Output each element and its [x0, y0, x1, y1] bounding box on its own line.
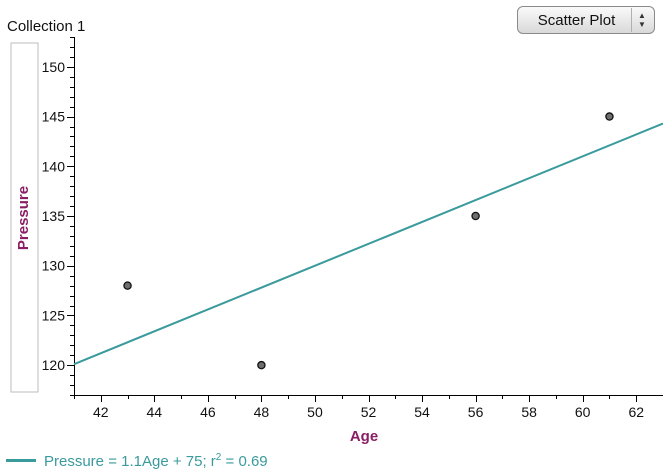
axis-ticks: [67, 37, 637, 402]
arrow-down-icon: ▼: [638, 20, 646, 29]
x-tick-label: 42: [93, 404, 109, 420]
y-tick-label: 135: [42, 208, 66, 224]
x-tick-label: 44: [147, 404, 163, 420]
x-tick-label: 58: [521, 404, 537, 420]
equation-suffix: = 0.69: [221, 453, 268, 470]
x-axis-title[interactable]: Age: [350, 428, 378, 445]
regression-legend: Pressure = 1.1Age + 75; r2 = 0.69: [6, 448, 268, 472]
y-tick-label: 150: [42, 59, 66, 75]
plot-area[interactable]: [74, 37, 663, 395]
x-tick-label: 62: [628, 404, 644, 420]
y-tick-labels: 120 125 130 135 140 145 150: [42, 59, 66, 373]
y-tick-label: 130: [42, 258, 66, 274]
data-point[interactable]: [605, 112, 614, 121]
x-tick-label: 46: [200, 404, 216, 420]
dropdown-arrows-icon: ▲ ▼: [631, 8, 652, 32]
x-tick-label: 56: [468, 404, 484, 420]
y-tick-label: 145: [42, 109, 66, 125]
x-tick-labels: 42 44 46 48 50 52 54 56 58 60 62: [93, 404, 644, 420]
y-axis-panel[interactable]: [10, 42, 39, 393]
arrow-up-icon: ▲: [638, 11, 646, 20]
data-point[interactable]: [123, 281, 132, 290]
line-swatch-icon: [6, 458, 36, 462]
y-tick-label: 140: [42, 158, 66, 174]
equation-prefix: Pressure = 1.1Age + 75; r: [44, 453, 216, 470]
plot-type-label: Scatter Plot: [537, 11, 616, 29]
equation-text: Pressure = 1.1Age + 75; r2 = 0.69: [44, 448, 268, 472]
y-tick-label: 125: [42, 307, 66, 323]
x-tick-label: 60: [575, 404, 591, 420]
y-axis-title[interactable]: Pressure: [15, 186, 32, 250]
plot-type-dropdown[interactable]: Scatter Plot ▲ ▼: [517, 6, 655, 34]
collection-title: Collection 1: [7, 18, 86, 35]
x-tick-label: 52: [361, 404, 377, 420]
x-tick-label: 48: [254, 404, 270, 420]
x-tick-label: 54: [414, 404, 430, 420]
regression-line[interactable]: [73, 122, 663, 366]
data-point[interactable]: [471, 211, 480, 221]
x-tick-label: 50: [307, 404, 323, 420]
data-points: [123, 112, 614, 370]
data-point[interactable]: [257, 360, 266, 370]
equation-superscript: 2: [215, 452, 222, 463]
y-tick-label: 120: [42, 357, 66, 373]
